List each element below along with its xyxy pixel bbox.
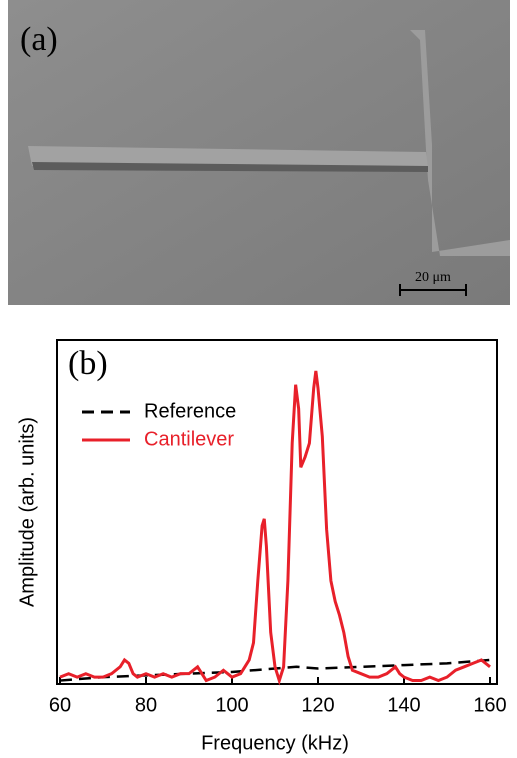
panel-label: (a) xyxy=(20,21,58,58)
x-tick-label: 100 xyxy=(215,694,248,716)
pad xyxy=(410,30,510,256)
x-tick-label: 160 xyxy=(473,694,506,716)
sem-image: 20 μm (a) xyxy=(8,0,510,305)
beam-edge xyxy=(32,162,428,172)
legend-label: Cantilever xyxy=(144,428,234,450)
legend-label: Reference xyxy=(144,400,236,422)
x-tick-label: 80 xyxy=(135,694,157,716)
plot-frame xyxy=(56,339,498,685)
scale-bar-label: 20 μm xyxy=(415,270,451,285)
x-axis-label: Frequency (kHz) xyxy=(201,732,349,754)
x-tick-label: 60 xyxy=(49,694,71,716)
x-tick-label: 140 xyxy=(387,694,420,716)
x-tick-label: 120 xyxy=(301,694,334,716)
y-axis-label: Amplitude (arb. units) xyxy=(16,417,38,607)
panel-label: (b) xyxy=(68,345,108,382)
line-series xyxy=(59,370,491,686)
cantilever-beam xyxy=(28,146,428,168)
